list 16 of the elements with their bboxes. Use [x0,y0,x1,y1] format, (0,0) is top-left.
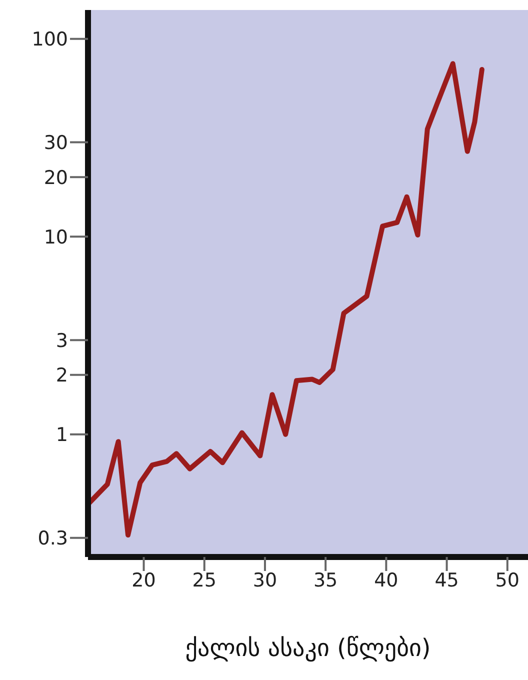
x-tick-label: 50 [495,569,520,592]
x-axis-title: ქალის ასაკი (წლები) [185,634,431,662]
y-tick-label: 1 [56,424,68,446]
y-tick-label: 20 [44,166,68,189]
y-tick-label: 30 [44,132,68,154]
x-tick-label: 25 [192,569,216,592]
x-tick-label: 45 [434,569,459,592]
y-tick-label: 3 [56,330,68,352]
y-tick-label: 100 [32,28,68,51]
x-tick-label: 30 [252,569,278,592]
x-tick-label: 20 [132,569,156,592]
y-tick-label: 0.3 [38,528,68,550]
x-tick-label: 40 [374,569,398,592]
x-tick-label: 35 [313,569,338,592]
y-tick-label: 2 [56,364,68,387]
y-tick-label: 10 [44,226,68,248]
